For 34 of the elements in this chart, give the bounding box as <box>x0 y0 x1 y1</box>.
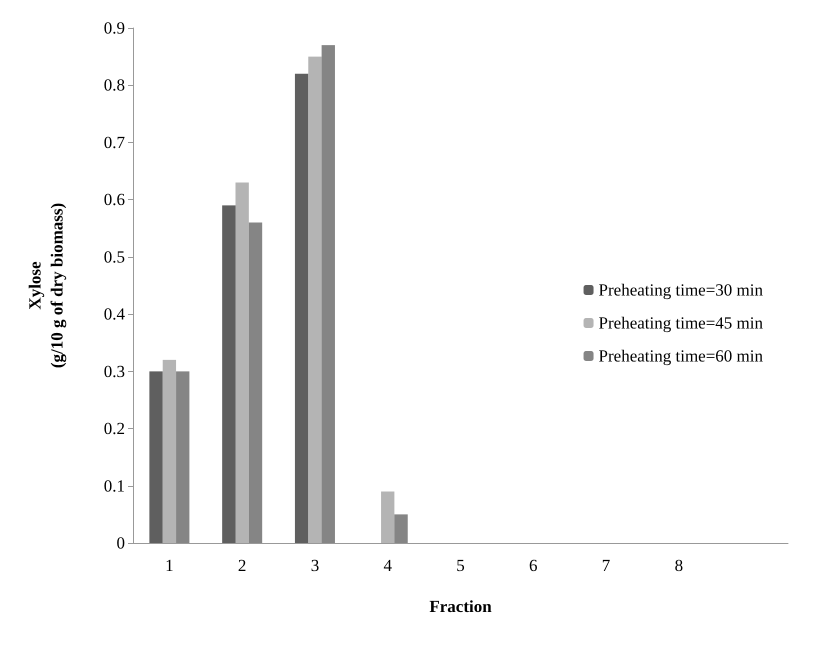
bar <box>248 222 262 543</box>
bar <box>162 360 176 543</box>
bar <box>381 492 394 543</box>
y-tick-label: 0.6 <box>104 190 125 210</box>
legend-label: Preheating time=45 min <box>598 314 764 332</box>
legend-label: Preheating time=60 min <box>598 346 764 366</box>
bar <box>322 45 335 543</box>
bar <box>394 514 408 543</box>
x-tick-label: 8 <box>674 556 684 575</box>
y-tick-label: 0.3 <box>104 362 125 381</box>
bar <box>149 371 163 543</box>
legend-label: Preheating time=30 min <box>598 280 764 300</box>
x-tick-label: 2 <box>238 556 246 575</box>
bar <box>176 371 190 543</box>
y-axis-title: Xylose (g/10 g of dry biomass) <box>26 202 66 368</box>
x-tick-label: 4 <box>383 556 392 575</box>
y-tick-label: 0.4 <box>104 304 126 324</box>
x-axis-title: Fraction <box>429 597 492 616</box>
x-tick-label: 7 <box>602 556 611 575</box>
y-tick-label: 0.2 <box>104 419 125 438</box>
y-tick-label: 0.8 <box>104 76 125 95</box>
y-tick-label: 0.7 <box>104 132 126 152</box>
bar <box>235 182 249 543</box>
bar <box>308 56 322 543</box>
bar <box>294 74 308 543</box>
x-tick-label: 6 <box>529 556 538 575</box>
x-tick-label: 3 <box>310 556 320 575</box>
bar <box>222 205 236 543</box>
y-tick-label: 0 <box>116 534 125 552</box>
x-tick-label: 1 <box>165 556 174 575</box>
x-tick-label: 5 <box>456 556 465 575</box>
y-tick-label: 0.9 <box>104 18 125 38</box>
y-tick-label: 0.5 <box>104 247 125 266</box>
y-tick-label: 0.1 <box>104 476 125 496</box>
